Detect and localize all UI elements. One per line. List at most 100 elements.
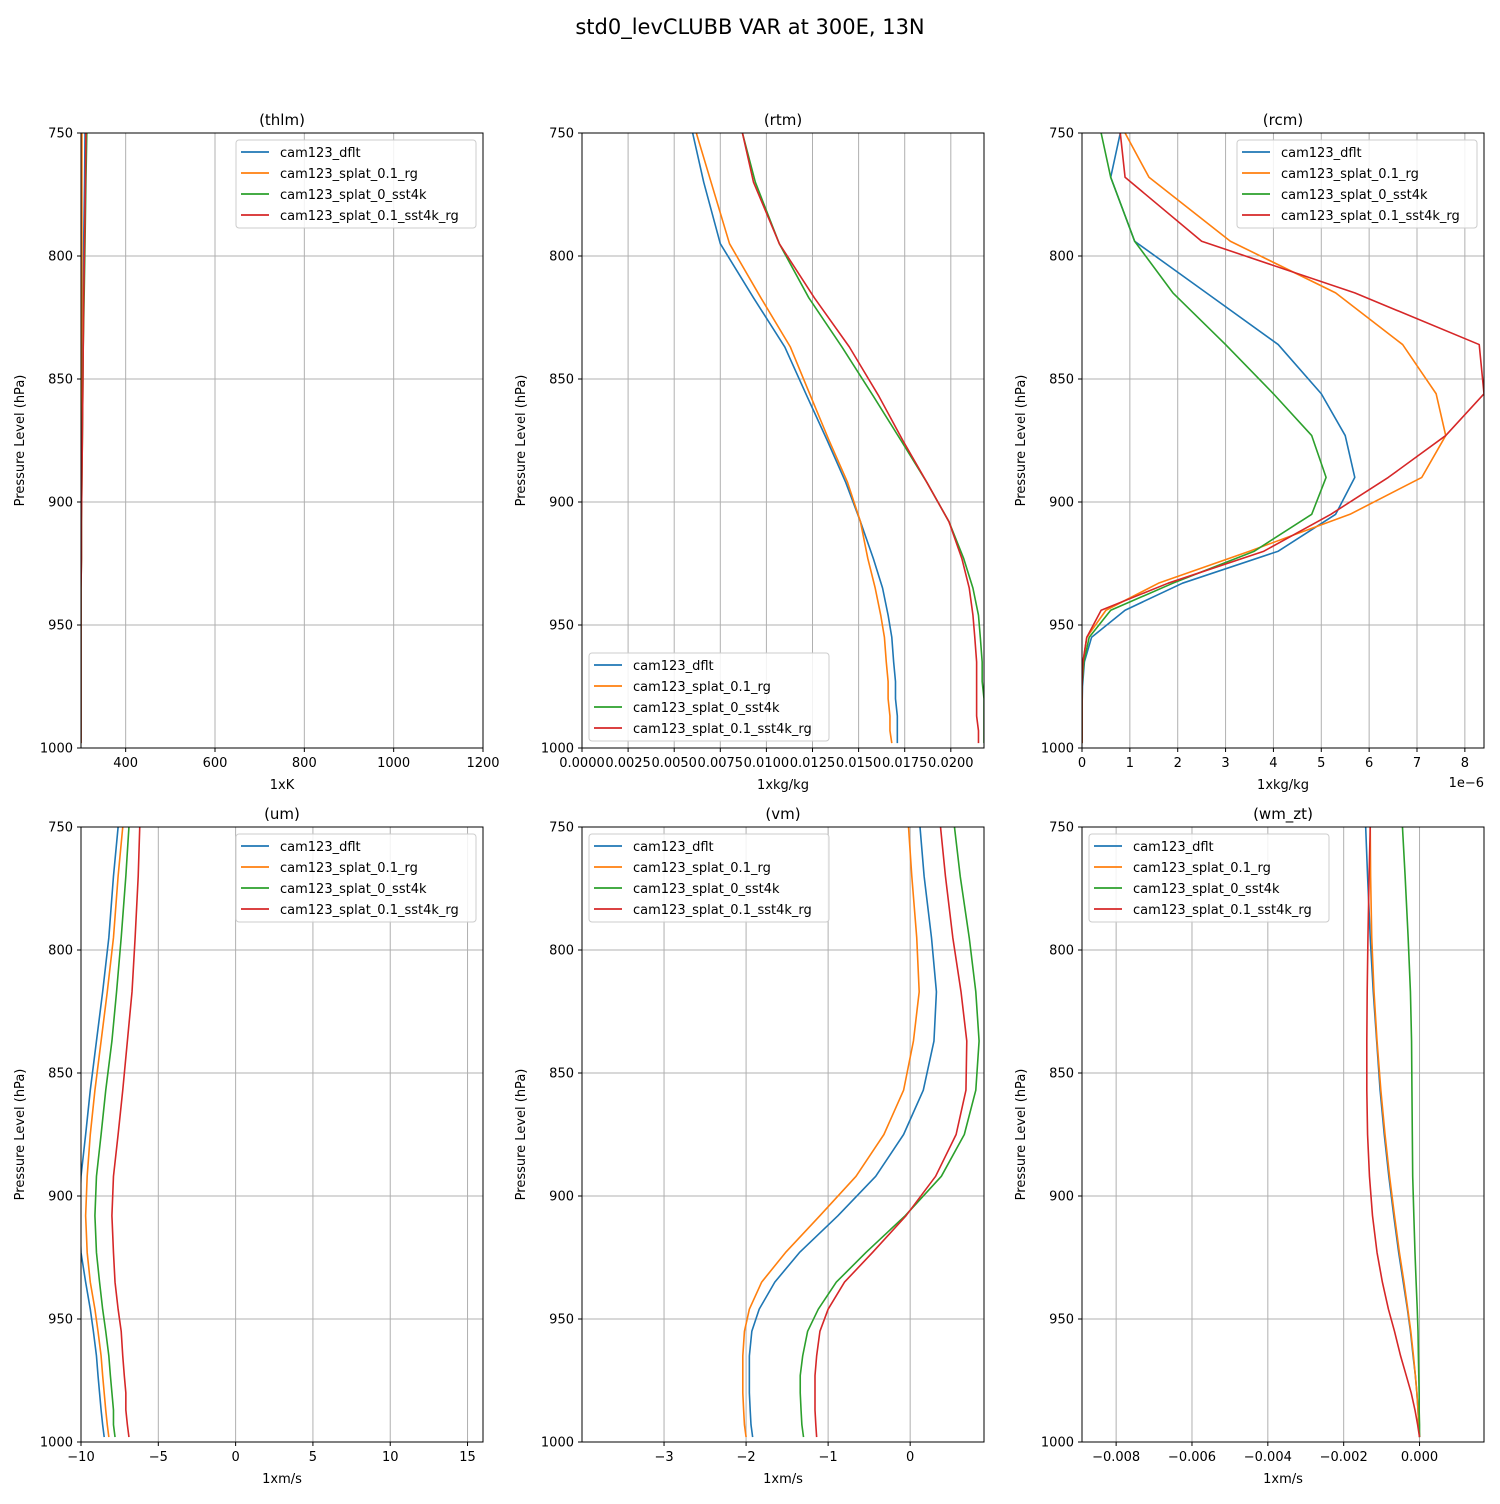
panel-5-frame [1081, 826, 1485, 1443]
panel-0-ytick-label-2: 850 [48, 373, 73, 388]
panel-0-xtick-label-2: 800 [292, 756, 317, 771]
panel-4-title: (vm) [765, 805, 800, 823]
panel-5-ylabel: Pressure Level (hPa) [1014, 1069, 1029, 1201]
panel-4-xtick-label-2: −1 [819, 1450, 838, 1465]
panel-3-xtick-label-1: −5 [149, 1450, 168, 1465]
panel-0-frame [80, 132, 484, 749]
panel-3-xtick-label-5: 15 [459, 1450, 476, 1465]
panel-2-xtick-label-4: 4 [1269, 756, 1277, 771]
panel-0-legend-label-2: cam123_splat_0_sst4k [280, 188, 427, 203]
panel-3-ytick-label-5: 1000 [40, 1436, 73, 1451]
panel-3-ytick-label-0: 750 [48, 821, 73, 836]
panel-0-ytick-label-0: 750 [48, 127, 73, 142]
panel-2-legend: cam123_dflt cam123_splat_0.1_rg cam123_spl… [1236, 139, 1478, 229]
panel-0-series-1 [81, 133, 83, 744]
panel-5-xtick-label-1: −0.006 [1168, 1450, 1216, 1465]
figure-title: std0_levCLUBB VAR at 300E, 13N [575, 15, 925, 39]
panel-2-legend-label-0: cam123_dflt [1281, 146, 1362, 161]
panel-3-legend: cam123_dflt cam123_splat_0.1_rg cam123_spl… [235, 833, 477, 923]
panel-5-ytick-label-0: 750 [1049, 821, 1074, 836]
panel-1-xtick-label-7: 0.0175 [882, 756, 928, 771]
panel-2-ytick-label-0: 750 [1049, 127, 1074, 142]
panel-5-series-0 [1364, 827, 1421, 1438]
panel-1-frame [581, 132, 985, 749]
panel-5-xtick-label-4: 0.000 [1401, 1450, 1438, 1465]
panel-3-legend-label-0: cam123_dflt [280, 840, 361, 855]
panel-0-ylabel: Pressure Level (hPa) [13, 375, 28, 507]
panel-0-ytick-label-1: 800 [48, 250, 73, 265]
panel-5-legend-label-2: cam123_splat_0_sst4k [1133, 882, 1280, 897]
panel-2-ytick-label-2: 850 [1049, 373, 1074, 388]
panel-3-title: (um) [264, 805, 300, 823]
panel-4-ytick-label-0: 750 [549, 821, 574, 836]
panel-0-xlabel: 1xK [270, 778, 295, 793]
panel-5-xtick-label-2: −0.004 [1244, 1450, 1292, 1465]
panel-1-xtick-label-4: 0.0100 [744, 756, 790, 771]
panel-1-xtick-label-8: 0.0200 [928, 756, 974, 771]
panel-4-legend-label-0: cam123_dflt [633, 840, 714, 855]
panel-3-series-1 [84, 827, 124, 1438]
panel-3-xtick-label-0: −10 [67, 1450, 94, 1465]
panel-3-legend-label-1: cam123_splat_0.1_rg [280, 861, 418, 876]
panel-4-xlabel: 1xm/s [763, 1472, 803, 1487]
panel-4-legend: cam123_dflt cam123_splat_0.1_rg cam123_spl… [588, 833, 830, 923]
panel-5-ytick-label-4: 950 [1049, 1313, 1074, 1328]
panel-5-series-3 [1366, 827, 1421, 1438]
panel-0-xtick-label-4: 1200 [466, 756, 499, 771]
panel-0-xtick-label-3: 1000 [377, 756, 410, 771]
panel-5-legend-label-1: cam123_splat_0.1_rg [1133, 861, 1271, 876]
panel-5-xlabel: 1xm/s [1263, 1472, 1303, 1487]
panel-1: 0.0000 0.0025 0.0050 0.0075 0.0100 0.0125 0.01… [514, 111, 985, 793]
panel-2-xtick-label-2: 2 [1174, 756, 1182, 771]
panel-5-title: (wm_zt) [1253, 805, 1313, 824]
panel-3-series-3 [111, 827, 141, 1438]
panel-1-ytick-label-0: 750 [549, 127, 574, 142]
panel-3-xtick-label-2: 0 [231, 1450, 239, 1465]
panel-1-series-2 [741, 133, 984, 744]
panel-1-ytick-label-1: 800 [549, 250, 574, 265]
panel-4-ytick-label-1: 800 [549, 944, 574, 959]
panel-5-series-1 [1369, 827, 1421, 1438]
panel-0-ytick-label-3: 900 [48, 496, 73, 511]
panel-2-ytick-label-4: 950 [1049, 619, 1074, 634]
panel-2-xtick-label-0: 0 [1078, 756, 1086, 771]
panel-1-legend-label-0: cam123_dflt [633, 659, 714, 674]
panel-1-legend: cam123_dflt cam123_splat_0.1_rg cam123_spl… [588, 652, 830, 742]
panel-2: 0 1 2 3 4 5 6 7 8 750 800 850 900 950 1000 (rcm) 1xkg/kg… [1014, 111, 1485, 793]
panel-4-ytick-label-2: 850 [549, 1067, 574, 1082]
panel-1-legend-label-3: cam123_splat_0.1_sst4k_rg [633, 722, 812, 737]
panel-1-xtick-label-6: 0.0150 [836, 756, 882, 771]
panel-0-legend-label-1: cam123_splat_0.1_rg [280, 167, 418, 182]
panel-2-xtick-label-1: 1 [1126, 756, 1134, 771]
panel-4-xtick-label-0: −3 [654, 1450, 673, 1465]
panel-1-ytick-label-5: 1000 [541, 742, 574, 757]
panel-5-legend-label-0: cam123_dflt [1133, 840, 1214, 855]
panel-5-series-2 [1401, 827, 1421, 1438]
panel-4-frame [581, 826, 985, 1443]
panel-2-xtick-label-7: 7 [1413, 756, 1421, 771]
panel-5-ytick-label-2: 850 [1049, 1067, 1074, 1082]
panel-1-series-1 [695, 133, 893, 744]
panel-1-legend-label-2: cam123_splat_0_sst4k [633, 701, 780, 716]
panel-2-title: (rcm) [1263, 111, 1303, 129]
panel-3-xlabel: 1xm/s [262, 1472, 302, 1487]
panel-4-legend-label-2: cam123_splat_0_sst4k [633, 882, 780, 897]
panel-3-ytick-label-1: 800 [48, 944, 73, 959]
panel-1-series-3 [741, 133, 980, 744]
panel-0-legend-label-3: cam123_splat_0.1_sst4k_rg [280, 209, 459, 224]
panel-2-ylabel: Pressure Level (hPa) [1014, 375, 1029, 507]
panel-4-series-1 [741, 827, 920, 1438]
panel-5-legend: cam123_dflt cam123_splat_0.1_rg cam123_spl… [1088, 833, 1330, 923]
panel-4-series-0 [748, 827, 938, 1438]
panel-0-title: (thlm) [259, 111, 305, 129]
panel-1-ytick-label-2: 850 [549, 373, 574, 388]
panel-1-xtick-label-0: 0.0000 [559, 756, 605, 771]
panel-3: −10 −5 0 5 10 15 750 800 850 900 950 1000 (um) 1xm/s P… [13, 805, 484, 1487]
panel-2-ytick-label-5: 1000 [1041, 742, 1074, 757]
panel-3-frame [80, 826, 484, 1443]
panel-4-series-2 [799, 827, 980, 1438]
panel-2-xtick-label-5: 5 [1317, 756, 1325, 771]
panel-5-ytick-label-3: 900 [1049, 1190, 1074, 1205]
panel-0-legend: cam123_dflt cam123_splat_0.1_rg cam123_spl… [235, 139, 477, 229]
